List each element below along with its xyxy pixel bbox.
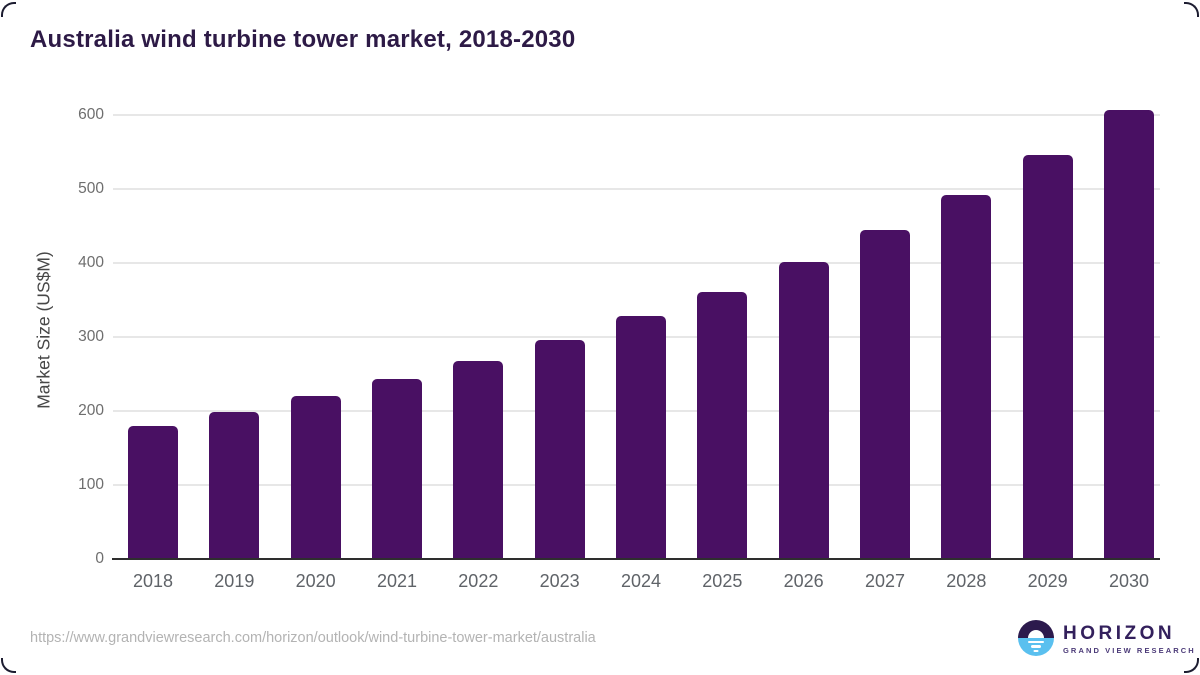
gridline	[113, 188, 1160, 190]
bar-2020	[290, 396, 341, 559]
bar-2027	[860, 230, 910, 559]
bar-2024	[616, 316, 666, 559]
bar-2021	[372, 379, 422, 559]
x-tick-label: 2024	[620, 571, 662, 591]
bar-2030	[1104, 110, 1154, 559]
sun-reflection-line	[1033, 649, 1039, 652]
x-tick-label: 2019	[214, 571, 255, 591]
x-tick-label: 2021	[376, 571, 418, 591]
y-tick-label: 500	[78, 179, 104, 197]
y-tick-label: 200	[78, 401, 104, 419]
sun-reflection-line	[1028, 640, 1044, 643]
x-tick-label: 2018	[132, 571, 174, 591]
bar-2019	[209, 411, 260, 559]
corner-mark-top-right	[1184, 2, 1199, 17]
sun-reflection-line	[1031, 645, 1041, 648]
bar-2026	[778, 262, 829, 559]
bar-2018	[128, 425, 178, 559]
gridline	[113, 262, 1160, 264]
logo-name: HORIZON	[1063, 623, 1176, 644]
x-axis-line	[112, 557, 1160, 560]
bar-2025	[697, 291, 748, 559]
corner-mark-bottom-left	[1, 658, 16, 673]
x-tick-label: 2028	[946, 571, 987, 591]
corner-mark-top-left	[1, 2, 16, 17]
horizon-logo: HORIZON GRAND VIEW RESEARCH	[1018, 620, 1196, 656]
y-tick-label: 400	[78, 253, 104, 271]
sun-icon	[1028, 630, 1044, 638]
x-tick-label: 2026	[783, 571, 824, 591]
bar-2028	[941, 194, 992, 559]
y-tick-label: 300	[78, 327, 104, 345]
x-tick-label: 2025	[702, 571, 743, 591]
y-tick-label: 600	[78, 105, 104, 123]
x-tick-label: 2029	[1027, 571, 1068, 591]
page-title: Australia wind turbine tower market, 201…	[30, 26, 576, 53]
source-url: https://www.grandviewresearch.com/horizo…	[30, 630, 596, 646]
x-tick-label: 2020	[295, 571, 336, 591]
horizon-logo-icon	[1018, 620, 1054, 656]
logo-text: HORIZON GRAND VIEW RESEARCH	[1063, 620, 1196, 656]
x-tick-label: 2023	[539, 571, 580, 591]
gridline	[113, 114, 1160, 116]
bar-2022	[453, 360, 504, 559]
y-tick-label: 100	[78, 475, 104, 493]
bar-2029	[1022, 154, 1073, 559]
logo-subtitle: GRAND VIEW RESEARCH	[1063, 646, 1196, 655]
y-tick-label: 0	[95, 550, 104, 567]
x-tick-label: 2027	[864, 571, 906, 591]
bar-2023	[534, 339, 585, 559]
x-tick-label: 2030	[1108, 571, 1150, 591]
x-tick-label: 2022	[458, 571, 499, 591]
